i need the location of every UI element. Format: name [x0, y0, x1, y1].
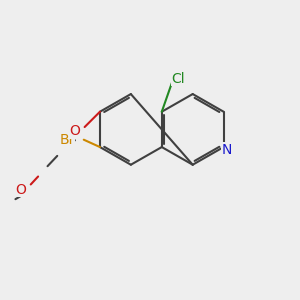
Text: Br: Br: [59, 133, 75, 147]
Text: Cl: Cl: [172, 72, 185, 86]
Text: N: N: [221, 143, 232, 157]
Text: O: O: [15, 183, 26, 197]
Text: O: O: [70, 124, 80, 138]
